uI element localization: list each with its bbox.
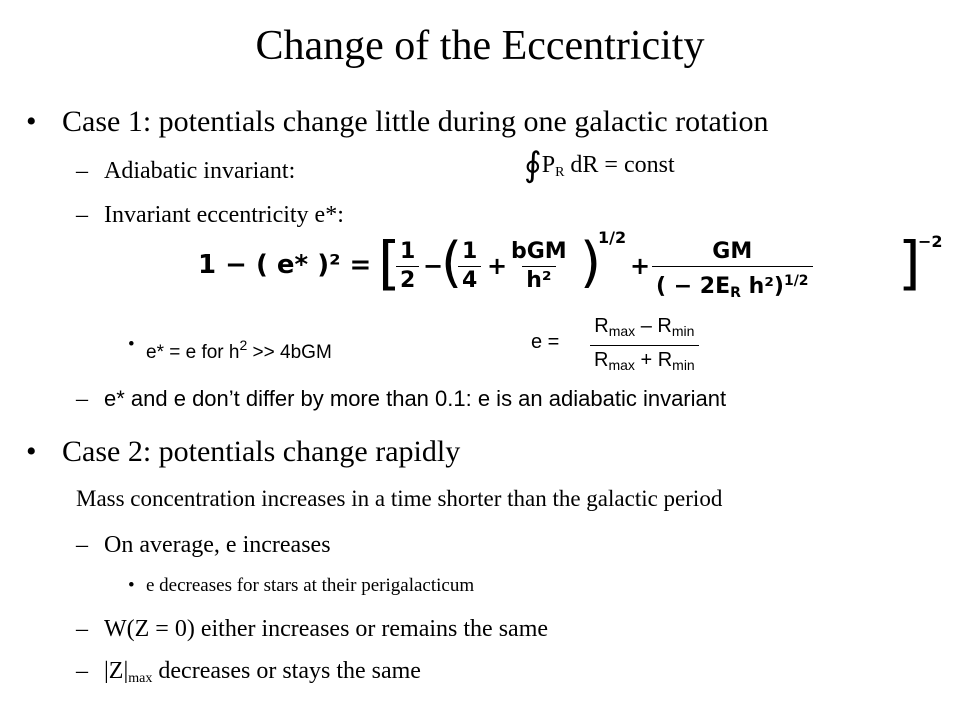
denominator-op: + R — [634, 349, 673, 371]
adiabatic-integral: ∮PR dR = const — [524, 147, 675, 188]
adiabatic-invariant-label: Adiabatic invariant: — [104, 158, 296, 184]
equation-minus: − — [423, 252, 444, 280]
integral-p-subscript: R — [555, 165, 565, 180]
equation-plus: + — [487, 252, 508, 280]
condition-post: >> 4bGM — [247, 342, 332, 363]
equation-exponent-half: 1/2 — [598, 228, 627, 247]
fraction-num: 1 — [462, 239, 478, 264]
bullet-marker: • — [26, 105, 37, 138]
eccentricity-def-lhs: e = — [531, 331, 560, 353]
case1-heading: Case 1: potentials change little during … — [62, 105, 769, 138]
rmin-sub: min — [671, 323, 695, 339]
condition-superscript: 2 — [239, 337, 248, 353]
integral-rest: dR = const — [564, 152, 675, 178]
mass-concentration-text: Mass concentration increases in a time s… — [76, 486, 723, 511]
equation-open-bracket: [ — [378, 229, 401, 297]
fraction-one-quarter: 1 4 — [458, 239, 482, 293]
invariant-eccentricity-label: Invariant eccentricity e*: — [104, 202, 344, 228]
equation-paren-close: ) — [580, 231, 602, 294]
average-e-increases-text: On average, e increases — [104, 532, 331, 558]
equation-lhs: 1 − ( e* )² = — [198, 250, 372, 280]
z-max-sub: max — [128, 671, 153, 686]
estar-equals-e-condition: e* = e for h2 >> 4bGM — [146, 333, 332, 365]
rmax-sub: max — [608, 357, 635, 373]
fraction-den: 2 — [396, 266, 420, 293]
fraction-num: Rmax – Rmin — [590, 314, 698, 345]
dash-marker: – — [76, 616, 88, 642]
eccentricity-def-fraction: Rmax – Rmin Rmax + Rmin — [590, 314, 699, 377]
dash-marker: – — [76, 532, 88, 558]
bullet-marker: • — [26, 435, 37, 468]
z-abs: |Z| — [104, 658, 129, 684]
rmax-label: R — [594, 315, 609, 337]
energy-den-exponent: 1/2 — [783, 273, 809, 289]
fraction-den: 4 — [458, 266, 482, 293]
fraction-one-half: 1 2 — [396, 239, 420, 293]
equation-plus: + — [630, 252, 651, 280]
fraction-num: 1 — [400, 239, 416, 264]
contour-integral-symbol: ∮ — [524, 147, 542, 184]
fraction-num: GM — [712, 239, 753, 264]
dash-marker: – — [76, 158, 88, 184]
z-max-text: |Z|max decreases or stays the same — [104, 656, 421, 694]
fraction-gm-over-energy: GM ( − 2ER h²)1/2 — [652, 240, 813, 305]
w-z-text: W(Z = 0) either increases or remains the… — [104, 616, 549, 642]
estar-differ-text: e* and e don’t differ by more than 0.1: … — [104, 386, 727, 411]
rmax-label: R — [594, 349, 609, 371]
bullet-marker: • — [128, 334, 135, 355]
fraction-num: bGM — [511, 239, 567, 264]
dash-marker: – — [76, 386, 88, 412]
fraction-den: Rmax + Rmin — [590, 345, 699, 377]
equation-paren-open: ( — [441, 231, 463, 294]
equation-exponent-outer: −2 — [918, 232, 943, 251]
energy-subscript: R — [730, 285, 741, 301]
case2-heading: Case 2: potentials change rapidly — [62, 435, 461, 468]
numerator-op: – R — [635, 315, 672, 337]
fraction-bgm-over-h2: bGM h² — [507, 240, 571, 293]
bullet-marker: • — [128, 575, 135, 596]
energy-den-text: ( − 2E — [656, 274, 731, 299]
perigalacticum-text: e decreases for stars at their perigalac… — [146, 575, 475, 596]
dash-marker: – — [76, 202, 88, 228]
energy-den-rest: h²) — [740, 274, 784, 299]
rmin-sub: min — [672, 357, 695, 373]
slide-title: Change of the Eccentricity — [255, 23, 705, 69]
dash-marker: – — [76, 658, 88, 684]
fraction-den: h² — [522, 266, 556, 293]
fraction-den: ( − 2ER h²)1/2 — [652, 266, 813, 305]
z-max-rest: decreases or stays the same — [152, 658, 421, 684]
integral-p: P — [541, 152, 556, 178]
condition-pre: e* = e for h — [146, 342, 240, 363]
equation-close-bracket: ] — [898, 229, 921, 297]
rmax-sub: max — [608, 323, 636, 339]
